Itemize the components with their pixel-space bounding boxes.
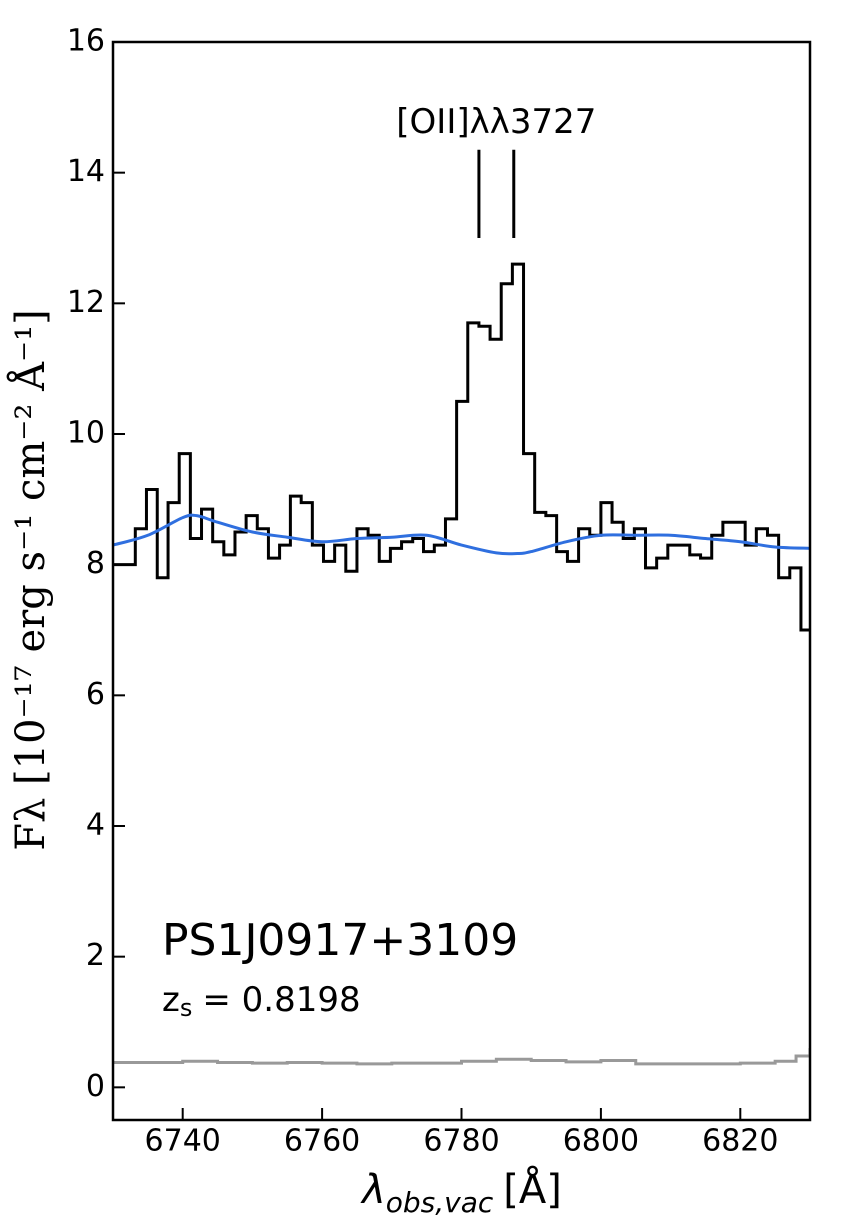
y-tick-label: 12 [67, 285, 105, 320]
y-tick-label: 2 [86, 938, 105, 973]
plot-area [113, 262, 810, 1066]
x-tick-label: 6800 [563, 1124, 639, 1159]
spectrum-line [113, 513, 810, 556]
y-tick-label: 10 [67, 416, 105, 451]
y-tick-label: 8 [86, 546, 105, 581]
x-tick-label: 6820 [702, 1124, 778, 1159]
object-name: PS1J0917+3109 [162, 915, 518, 966]
x-tick-label: 6740 [145, 1124, 221, 1159]
spectrum-line [113, 1048, 810, 1066]
redshift-sub: s [180, 994, 193, 1022]
x-axis-label: λobs,vac [Å] [360, 1165, 562, 1219]
y-tick-label: 0 [86, 1069, 105, 1104]
x-tick-label: 6780 [423, 1124, 499, 1159]
spectrum-line [113, 262, 810, 632]
y-tick-label: 6 [86, 677, 105, 712]
y-axis-label: Fλ [10⁻¹⁷ erg s⁻¹ cm⁻² Å⁻¹] [7, 309, 54, 851]
redshift-text: = 0.8198 [202, 980, 360, 1020]
x-label-sub: obs,vac [386, 1186, 494, 1219]
redshift-label: zs = 0.8198 [162, 980, 361, 1023]
y-tick-label: 16 [67, 24, 105, 59]
y-tick-label: 14 [67, 154, 105, 189]
x-tick-label: 6760 [284, 1124, 360, 1159]
redshift-symbol: z [162, 980, 180, 1020]
y-tick-label: 4 [86, 808, 105, 843]
line-annotation: [OII]λλ3727 [396, 102, 596, 142]
x-label-symbol: λ [360, 1167, 386, 1213]
x-label-unit: [Å] [503, 1165, 562, 1213]
